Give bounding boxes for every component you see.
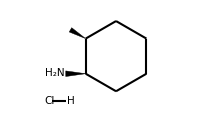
Text: Cl: Cl: [45, 96, 55, 106]
Polygon shape: [69, 28, 86, 39]
Text: H₂N: H₂N: [45, 68, 65, 78]
Text: H: H: [68, 96, 75, 106]
Polygon shape: [66, 71, 86, 77]
